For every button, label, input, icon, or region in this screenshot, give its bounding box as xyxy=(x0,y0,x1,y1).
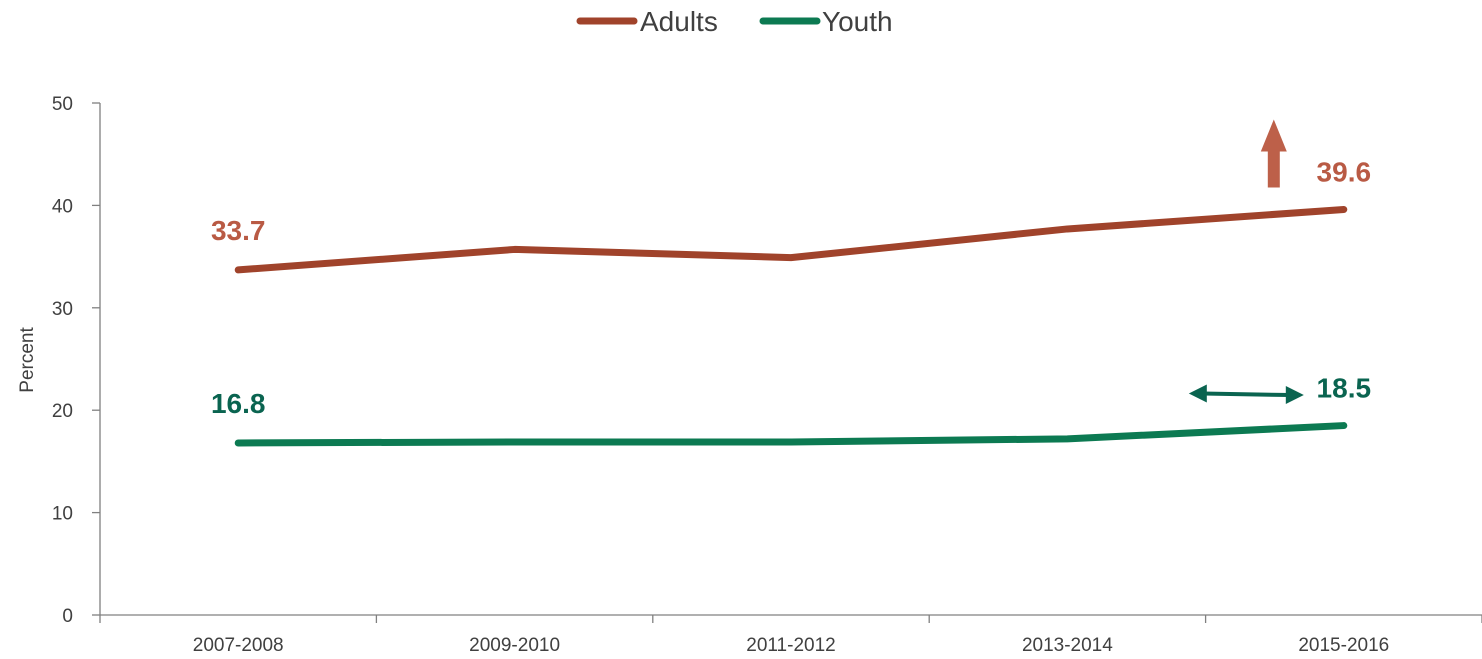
y-tick-label: 50 xyxy=(52,94,73,115)
axes: 0 10 20 30 40 50 2007-2008 2009-2010 2011-2012 20… xyxy=(52,94,1482,656)
data-label-adults: 39.6 xyxy=(1317,156,1372,187)
double-arrow-icon xyxy=(1188,384,1304,405)
y-tick-label: 30 xyxy=(52,299,73,320)
legend: Adults Youth xyxy=(576,6,893,37)
legend-label-youth: Youth xyxy=(822,6,893,37)
y-tick-label: 20 xyxy=(52,401,73,422)
y-tick-label: 10 xyxy=(52,504,73,525)
series-line-adults xyxy=(234,205,1348,274)
y-tick-label: 40 xyxy=(52,196,73,217)
data-label-youth: 16.8 xyxy=(211,388,266,419)
series-layer xyxy=(234,205,1348,447)
data-label-youth: 18.5 xyxy=(1317,373,1372,404)
series-line-youth xyxy=(234,422,1348,447)
data-labels: 33.7 39.6 16.8 18.5 xyxy=(211,156,1371,418)
y-axis-title: Percent xyxy=(17,327,38,393)
data-label-adults: 33.7 xyxy=(211,215,266,246)
legend-label-adults: Adults xyxy=(640,6,718,37)
y-tick-label: 0 xyxy=(62,606,73,627)
trend-icons xyxy=(1188,119,1304,405)
up-arrow-icon xyxy=(1260,119,1287,188)
x-tick-label: 2013-2014 xyxy=(1022,635,1113,656)
x-tick-label: 2007-2008 xyxy=(193,635,284,656)
x-tick-label: 2015-2016 xyxy=(1298,635,1389,656)
x-tick-label: 2009-2010 xyxy=(469,635,560,656)
x-tick-label: 2011-2012 xyxy=(746,635,835,656)
